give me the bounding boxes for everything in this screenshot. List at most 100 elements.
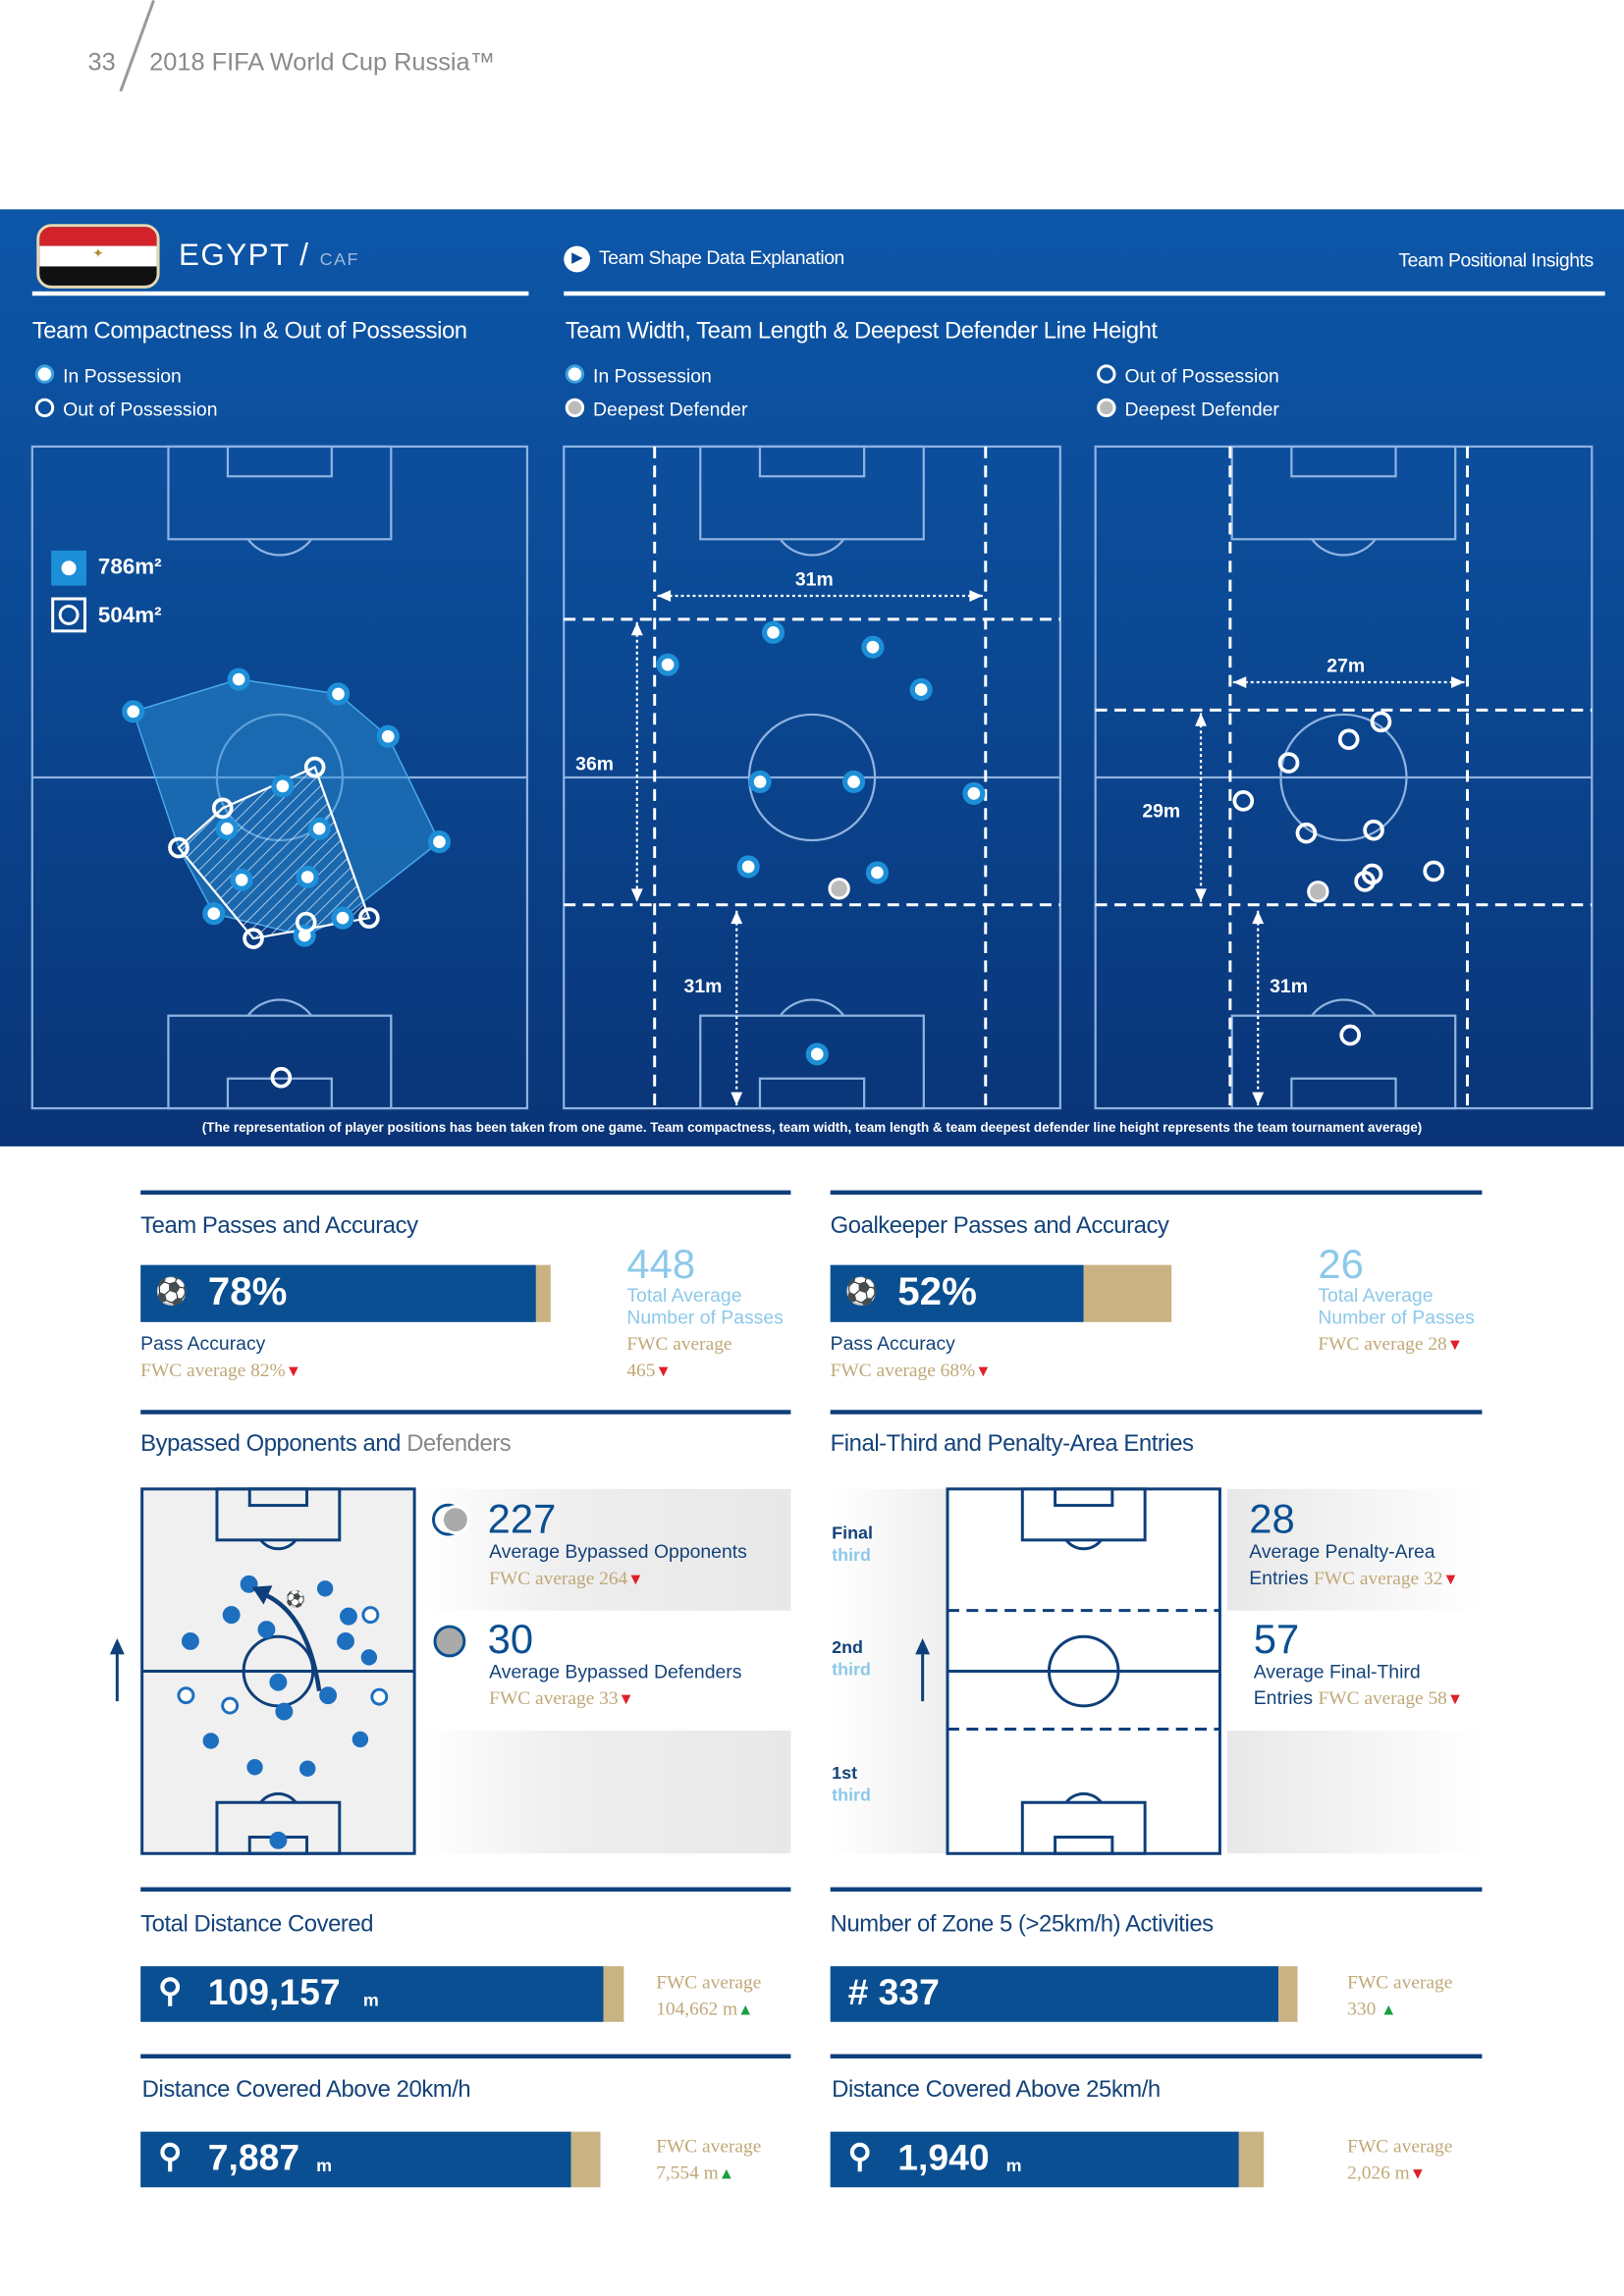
third-label: third [832, 1785, 871, 1806]
zone5-value: # 337 [847, 1972, 940, 2013]
team-shape-panel [0, 209, 1624, 1147]
fwc-value: 2,026 m [1347, 2161, 1410, 2183]
center-circle [1047, 1634, 1120, 1708]
pitch-diagrams [30, 445, 1594, 1110]
width-length-title: Team Width, Team Length & Deepest Defend… [565, 319, 1158, 345]
third-label: 1st [832, 1762, 858, 1784]
area-in-icon-dot [61, 561, 77, 576]
out-possession-player [1339, 1024, 1361, 1046]
arrowhead [1252, 1092, 1265, 1106]
pass-accuracy-label: Pass Accuracy [830, 1332, 955, 1355]
divider [140, 1190, 791, 1196]
bypassed-title-defenders: Defenders [406, 1431, 512, 1458]
accuracy-remainder [535, 1264, 551, 1322]
arrowhead [251, 1585, 273, 1605]
team-width-out: 27m [1326, 654, 1366, 677]
insights-label: Team Positional Insights [1398, 248, 1594, 271]
penalty-arc [246, 998, 313, 1017]
fwc-value: 7,554 m [656, 2161, 719, 2183]
player-dot [316, 1580, 334, 1597]
bypassed-defenders-value: 30 [487, 1616, 534, 1662]
divider [830, 1410, 1483, 1415]
separator: / [299, 239, 310, 273]
goal-box [1054, 1487, 1114, 1508]
out-possession-player [270, 1066, 293, 1089]
divider [31, 291, 529, 296]
out-possession-icon [34, 398, 55, 418]
total-passes-value: 448 [626, 1241, 696, 1288]
goal-box [226, 1077, 333, 1110]
fwc-average: FWC average [656, 2134, 762, 2157]
penalty-arc [1064, 1538, 1103, 1551]
deepest-defender-icon [565, 398, 585, 418]
penalty-arc [246, 538, 313, 557]
third-label: 2nd [832, 1636, 864, 1658]
panel-band [420, 1610, 791, 1731]
third-label: third [832, 1544, 871, 1566]
penalty-arc [259, 1538, 298, 1551]
goal-box [247, 1487, 309, 1508]
in-possession-player [271, 774, 295, 798]
fwc-average: FWC average 28 [1318, 1332, 1447, 1355]
up-arrow-icon: ▲ [737, 2001, 754, 2019]
deepest-defender [828, 878, 850, 900]
legend-out-possession: Out of Possession [1097, 364, 1279, 387]
down-arrow-icon: ▼ [655, 1362, 672, 1381]
divider [140, 1410, 791, 1415]
fwc-value: 330 [1347, 1997, 1377, 2019]
divider [830, 1887, 1483, 1893]
final-third-entries-label: Average Final-Third [1253, 1660, 1421, 1682]
down-arrow-icon: ▼ [1446, 1336, 1463, 1355]
dist20-title: Distance Covered Above 20km/h [141, 2077, 471, 2103]
player-dot [361, 1606, 380, 1625]
down-arrow-icon: ▼ [975, 1362, 992, 1381]
legend-deepest-defender: Deepest Defender [1097, 398, 1279, 421]
goal-box [1054, 1836, 1114, 1855]
legend-label: Deepest Defender [1124, 398, 1279, 421]
divider [564, 291, 1605, 296]
bypassed-opponents-label: Average Bypassed Opponents [489, 1540, 747, 1563]
legend-out-possession: Out of Possession [34, 398, 218, 420]
distance-value: 109,157 [207, 1972, 341, 2013]
arrowhead [915, 1637, 931, 1655]
player-dot [269, 1831, 288, 1849]
fwc-average: FWC average [1347, 2134, 1453, 2157]
player-dot [202, 1733, 219, 1749]
total-passes-label: Total Average [626, 1284, 742, 1307]
legend-label: Out of Possession [1124, 364, 1279, 387]
penalty-arc [1311, 538, 1377, 557]
fwc-average: FWC average 68% [830, 1359, 976, 1381]
zone5-title: Number of Zone 5 (>25km/h) Activities [830, 1911, 1214, 1938]
down-arrow-icon: ▼ [1446, 1690, 1464, 1709]
location-pin-icon: ⚲ [158, 1972, 183, 2009]
dist25-title: Distance Covered Above 25km/h [832, 2077, 1161, 2103]
penalty-arc [1311, 998, 1377, 1017]
fwc-average: FWC average 82% [140, 1359, 286, 1381]
team-pass-accuracy-bar: ⚽ 78% [140, 1264, 536, 1322]
play-icon: ▶ [564, 245, 591, 273]
total-passes-label: Number of Passes [1318, 1306, 1475, 1328]
team-shape-explanation-link[interactable]: ▶ Team Shape Data Explanation [564, 245, 844, 273]
area-in-possession: 786m² [97, 555, 162, 580]
center-circle [747, 713, 877, 842]
in-possession-player [215, 817, 239, 840]
ball-icon: ⚽ [155, 1276, 189, 1307]
divider [830, 2054, 1483, 2059]
down-arrow-icon: ▼ [627, 1571, 644, 1589]
fwc-value: 465 [626, 1359, 656, 1381]
pass-path [259, 1590, 322, 1692]
penalty-arc [259, 1791, 298, 1804]
arrowhead [1195, 888, 1207, 902]
in-possession-player [376, 724, 400, 748]
panel-band [1226, 1610, 1483, 1731]
distance-bar: ⚲ 109,157 m [140, 1966, 604, 2022]
bar-marker [1238, 2131, 1265, 2188]
total-passes-value: 26 [1318, 1241, 1364, 1288]
out-possession-player [211, 797, 234, 820]
player-dot [275, 1702, 294, 1721]
bypassed-title: Bypassed Opponents and [140, 1431, 401, 1458]
deepest-defender [1307, 881, 1329, 903]
bar-marker [570, 2131, 601, 2188]
deepest-defender-icon [1097, 398, 1116, 418]
